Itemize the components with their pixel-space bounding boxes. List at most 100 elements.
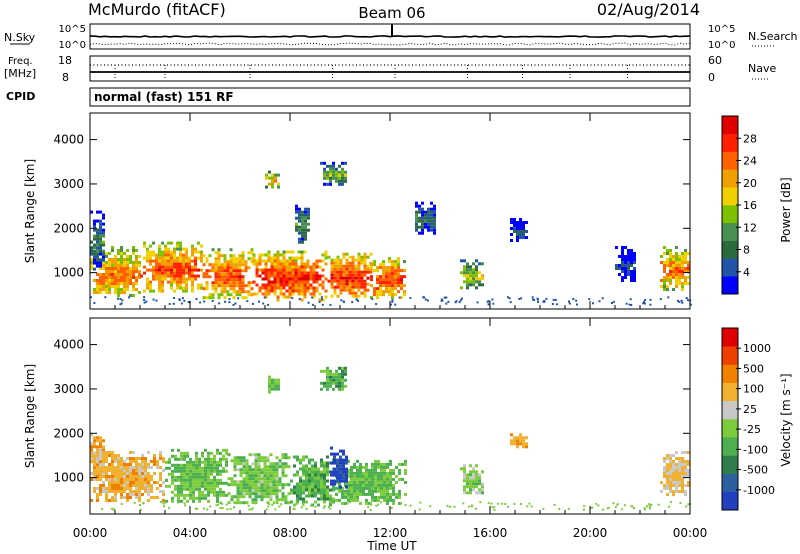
data-cell <box>108 264 111 267</box>
data-cell <box>204 484 207 488</box>
data-cell <box>326 485 329 489</box>
data-cell <box>330 461 333 465</box>
data-cell <box>241 260 245 264</box>
data-cell <box>268 390 271 394</box>
data-cell <box>173 271 176 275</box>
data-cell <box>132 267 135 270</box>
ground-scatter-cell <box>369 508 372 511</box>
data-cell <box>120 252 123 255</box>
data-cell <box>332 500 335 504</box>
data-cell <box>158 253 161 257</box>
data-cell <box>297 250 301 254</box>
data-cell <box>519 436 522 440</box>
data-cell <box>359 489 362 493</box>
velocity-colorbar-label: Velocity [m s⁻¹] <box>779 373 793 466</box>
data-cell <box>297 280 301 284</box>
data-cell <box>233 456 237 460</box>
data-cell <box>621 279 624 282</box>
data-cell <box>660 255 663 258</box>
ground-scatter-cell <box>487 300 490 303</box>
data-cell <box>418 216 421 220</box>
data-cell <box>254 486 258 490</box>
ground-scatter-cell <box>375 504 378 507</box>
data-cell <box>213 484 216 488</box>
data-cell <box>171 463 174 467</box>
data-cell <box>117 466 120 469</box>
data-cell <box>362 465 365 469</box>
data-cell <box>275 492 279 496</box>
data-cell <box>176 244 179 248</box>
data-cell <box>366 255 370 259</box>
data-cell <box>681 285 684 288</box>
data-cell <box>350 489 353 493</box>
data-cell <box>669 261 672 264</box>
station-title: McMurdo (fitACF) <box>88 0 226 19</box>
data-cell <box>347 483 350 487</box>
data-cell <box>174 478 177 482</box>
data-cell <box>129 282 132 285</box>
data-cell <box>195 484 198 488</box>
data-cell <box>126 276 129 279</box>
data-cell <box>404 471 407 475</box>
data-cell <box>254 501 258 505</box>
data-cell <box>114 291 117 294</box>
data-cell <box>466 283 469 287</box>
data-cell <box>123 273 126 276</box>
data-cell <box>117 463 120 466</box>
data-cell <box>189 496 192 500</box>
data-cell <box>274 378 277 382</box>
data-cell <box>188 274 191 278</box>
data-cell <box>344 495 347 499</box>
data-cell <box>99 240 102 244</box>
data-cell <box>469 488 472 492</box>
data-cell <box>294 286 298 290</box>
y-tick-label: 1000 <box>53 266 84 280</box>
data-cell <box>271 378 274 382</box>
data-cell <box>90 264 93 267</box>
ground-scatter-cell <box>493 506 496 509</box>
data-cell <box>197 256 200 260</box>
data-cell <box>226 278 230 282</box>
data-cell <box>117 454 120 457</box>
data-cell <box>311 470 314 474</box>
data-cell <box>182 289 185 293</box>
data-cell <box>105 472 108 475</box>
data-cell <box>345 252 349 256</box>
data-cell <box>238 290 242 294</box>
data-cell <box>356 480 359 484</box>
ground-scatter-cell <box>196 507 198 510</box>
data-cell <box>232 281 236 285</box>
ground-scatter-cell <box>320 296 323 299</box>
data-cell <box>368 471 371 475</box>
data-cell <box>305 455 308 459</box>
data-cell <box>284 462 288 466</box>
data-cell <box>126 472 129 475</box>
ground-scatter-cell <box>199 301 202 304</box>
data-cell <box>311 467 314 471</box>
data-cell <box>229 284 233 288</box>
ground-scatter-cell <box>295 502 298 505</box>
data-cell <box>138 484 141 487</box>
data-cell <box>329 494 332 498</box>
data-cell <box>282 268 286 272</box>
data-cell <box>174 463 177 467</box>
data-cell <box>294 262 298 266</box>
data-cell <box>90 478 93 481</box>
data-cell <box>182 271 185 275</box>
data-cell <box>293 503 296 507</box>
data-cell <box>400 278 403 282</box>
data-cell <box>159 451 162 454</box>
ground-scatter-cell <box>302 504 305 507</box>
nave-label: Nave <box>748 62 776 75</box>
data-cell <box>147 484 150 487</box>
data-cell <box>273 268 277 272</box>
ground-scatter-cell <box>520 297 523 300</box>
data-cell <box>360 279 364 283</box>
data-cell <box>357 261 361 265</box>
data-cell <box>394 284 397 288</box>
data-cell <box>306 280 310 284</box>
data-cell <box>403 269 406 273</box>
data-cell <box>297 283 301 287</box>
ground-scatter-cell <box>292 507 295 510</box>
data-cell <box>323 167 326 171</box>
